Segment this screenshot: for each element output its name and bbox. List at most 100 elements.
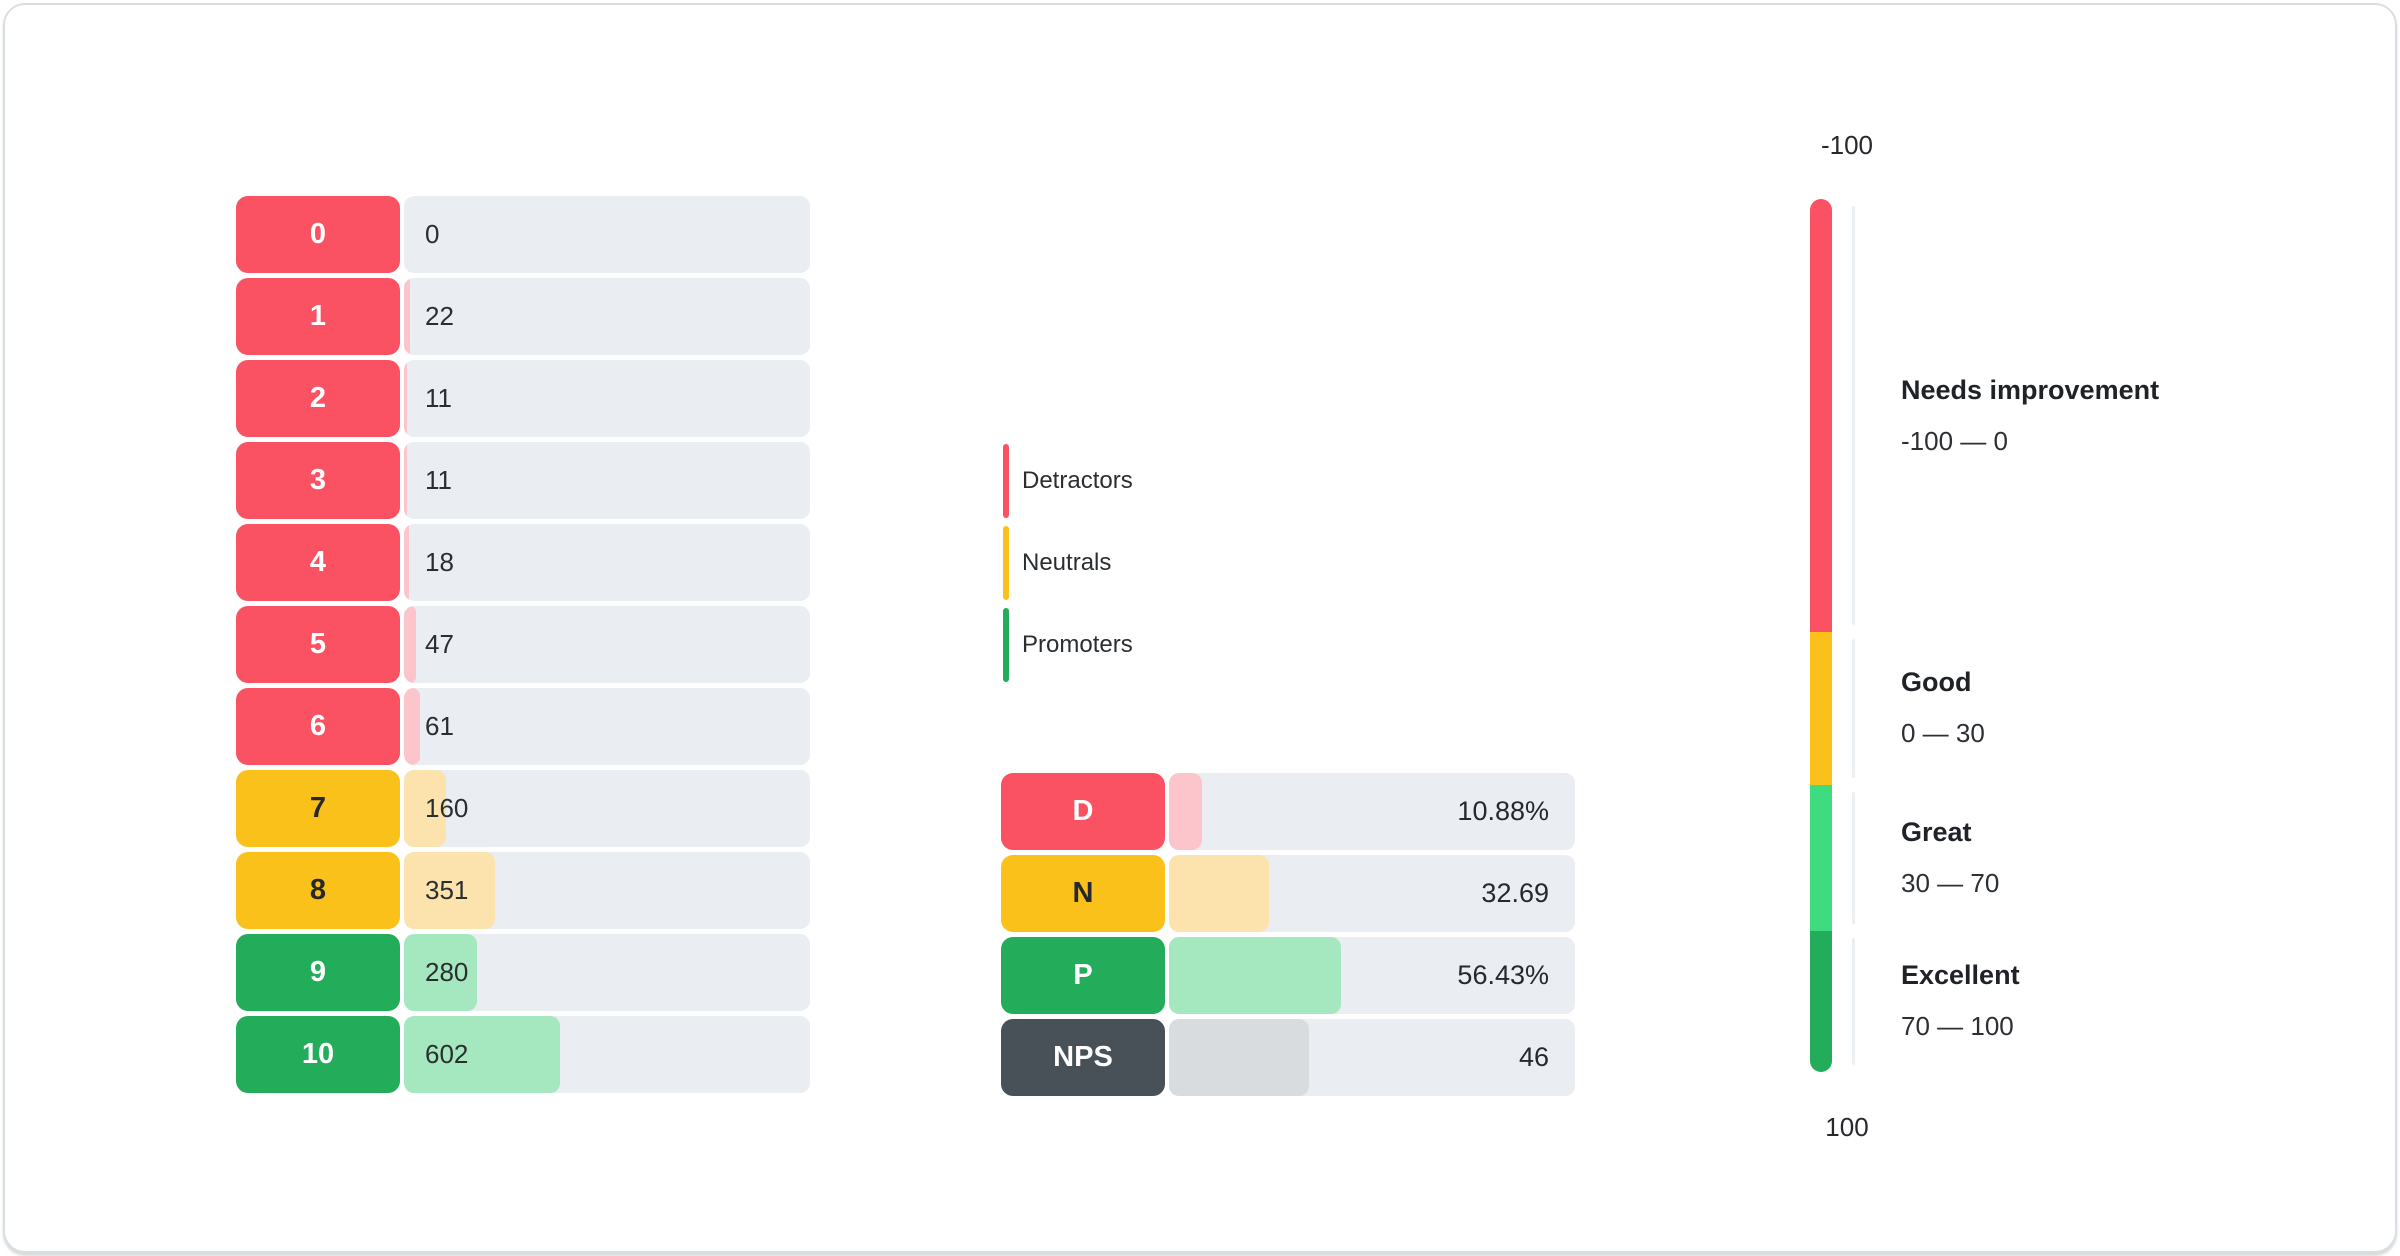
gauge-segment (1810, 930, 1832, 1072)
gauge-zone-good: Good 0 — 30 (1783, 632, 2395, 785)
score-track: 11 (404, 442, 810, 519)
score-track: 160 (404, 770, 810, 847)
score-row: 3 11 (236, 442, 810, 519)
gauge-max-label: 100 (1825, 1112, 1869, 1142)
zone-range: 30 — 70 (1901, 867, 2000, 898)
detractors-swatch-icon (1003, 444, 1009, 518)
summary-row: D 10.88% (1001, 773, 1575, 850)
score-row: 0 0 (236, 196, 810, 273)
score-count: 22 (425, 301, 454, 331)
summary-fill (1169, 937, 1341, 1014)
score-fill (404, 442, 407, 519)
zone-range: 70 — 100 (1901, 1011, 2014, 1042)
neutrals-swatch-icon (1003, 526, 1009, 600)
score-track: 22 (404, 278, 810, 355)
score-badge: 4 (236, 524, 400, 601)
summary-track: 46 (1169, 1019, 1575, 1096)
legend-item-neutrals: Neutrals (1003, 526, 1133, 600)
score-count: 160 (425, 793, 469, 823)
promoters-swatch-icon (1003, 608, 1009, 682)
score-track: 351 (404, 852, 810, 929)
score-fill (404, 360, 407, 437)
score-row: 10 602 (236, 1016, 810, 1093)
score-badge: 0 (236, 196, 400, 273)
summary-row: NPS 46 (1001, 1019, 1575, 1096)
summary-track: 10.88% (1169, 773, 1575, 850)
score-fill (404, 606, 417, 683)
score-fill (404, 1016, 561, 1093)
gauge-guide-line (1852, 791, 1855, 924)
gauge-zone-needs-improvement: Needs improvement -100 — 0 (1783, 199, 2395, 632)
legend-item-detractors: Detractors (1003, 444, 1133, 518)
score-count: 280 (425, 957, 469, 987)
score-row: 6 61 (236, 688, 810, 765)
summary-row: N 32.69 (1001, 855, 1575, 932)
score-fill (404, 934, 477, 1011)
zone-range: -100 — 0 (1901, 425, 2008, 456)
score-fill (404, 524, 409, 601)
score-count: 18 (425, 547, 454, 577)
summary-value: 32.69 (1481, 878, 1549, 908)
gauge-zone-excellent: Excellent 70 — 100 (1783, 930, 2395, 1072)
score-count: 61 (425, 711, 454, 741)
score-distribution-chart: 0 0 1 22 2 11 3 11 (236, 196, 810, 1098)
nps-report-card: 0 0 1 22 2 11 3 11 (3, 3, 2397, 1253)
legend-label: Neutrals (1022, 549, 1112, 576)
score-fill (404, 770, 446, 847)
score-count: 351 (425, 875, 469, 905)
score-row: 2 11 (236, 360, 810, 437)
legend: Detractors Neutrals Promoters (1003, 444, 1133, 690)
summary-value: 56.43% (1457, 960, 1549, 990)
score-row: 1 22 (236, 278, 810, 355)
summary-fill (1169, 1019, 1310, 1096)
gauge-guide-line (1852, 937, 1855, 1065)
score-badge: 7 (236, 770, 400, 847)
score-track: 61 (404, 688, 810, 765)
score-badge: 9 (236, 934, 400, 1011)
score-count: 602 (425, 1039, 469, 1069)
score-badge: 8 (236, 852, 400, 929)
summary-badge: P (1001, 937, 1165, 1014)
summary-track: 32.69 (1169, 855, 1575, 932)
summary-row: P 56.43% (1001, 937, 1575, 1014)
score-row: 5 47 (236, 606, 810, 683)
summary-badge: NPS (1001, 1019, 1165, 1096)
score-track: 602 (404, 1016, 810, 1093)
nps-summary-chart: D 10.88% N 32.69 P 56.43% NPS 46 (1001, 773, 1575, 1101)
score-badge: 1 (236, 278, 400, 355)
score-badge: 5 (236, 606, 400, 683)
score-badge: 6 (236, 688, 400, 765)
score-track: 0 (404, 196, 810, 273)
summary-fill (1169, 773, 1203, 850)
nps-gauge: -100 Needs improvement -100 — 0 Good 0 —… (1783, 130, 2395, 1143)
score-count: 0 (425, 219, 440, 249)
zone-title: Excellent (1901, 960, 2020, 991)
zone-title: Good (1901, 667, 1972, 698)
score-badge: 3 (236, 442, 400, 519)
score-count: 47 (425, 629, 454, 659)
score-track: 280 (404, 934, 810, 1011)
legend-item-promoters: Promoters (1003, 608, 1133, 682)
gauge-zone-great: Great 30 — 70 (1783, 784, 2395, 931)
gauge-zones: Needs improvement -100 — 0 Good 0 — 30 G… (1783, 199, 2395, 1072)
score-track: 18 (404, 524, 810, 601)
summary-track: 56.43% (1169, 937, 1575, 1014)
score-track: 11 (404, 360, 810, 437)
zone-title: Great (1901, 816, 1972, 847)
score-count: 11 (425, 465, 452, 495)
score-badge: 2 (236, 360, 400, 437)
gauge-segment (1810, 784, 1832, 931)
score-row: 7 160 (236, 770, 810, 847)
summary-badge: D (1001, 773, 1165, 850)
gauge-guide-line (1852, 206, 1855, 625)
score-row: 8 351 (236, 852, 810, 929)
summary-value: 46 (1518, 1042, 1549, 1072)
legend-label: Promoters (1022, 631, 1133, 658)
score-fill (404, 688, 420, 765)
gauge-guide-line (1852, 639, 1855, 778)
legend-label: Detractors (1022, 467, 1133, 494)
summary-badge: N (1001, 855, 1165, 932)
gauge-min-label: -100 (1820, 130, 1874, 160)
summary-fill (1169, 855, 1269, 932)
zone-range: 0 — 30 (1901, 718, 1985, 749)
